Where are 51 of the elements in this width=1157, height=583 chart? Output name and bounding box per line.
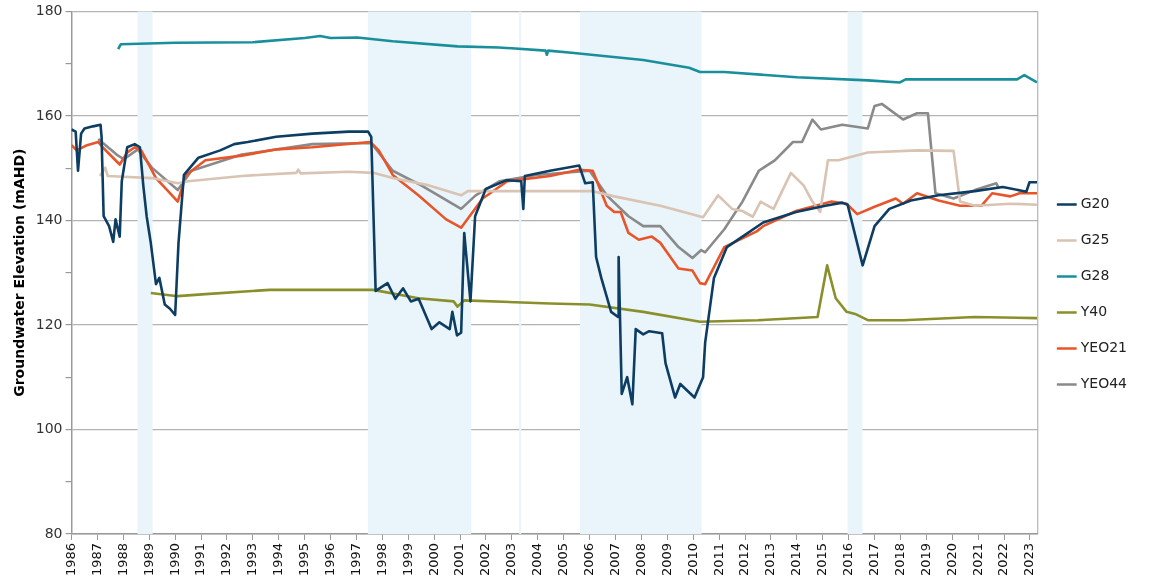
x-tick-label: 2022 — [995, 542, 1011, 577]
x-tick-label: 2012 — [736, 542, 752, 577]
x-tick-label: 2002 — [477, 542, 493, 577]
x-tick-label: 2013 — [762, 542, 778, 577]
y-tick-label: 180 — [35, 2, 63, 19]
x-tick-label: 2009 — [658, 542, 674, 577]
y-tick-label: 120 — [35, 315, 63, 332]
x-tick-label: 2015 — [814, 542, 830, 577]
x-tick-label: 1990 — [166, 542, 182, 577]
x-tick-label: 2007 — [606, 542, 622, 577]
x-tick-label: 1998 — [373, 542, 389, 577]
x-tick-label: 2011 — [710, 542, 726, 577]
legend-label: G28 — [1080, 267, 1110, 284]
x-tick-label: 2004 — [529, 542, 545, 577]
x-tick-label: 2014 — [788, 542, 804, 577]
x-tick-label: 2017 — [865, 542, 881, 577]
x-tick-label: 1989 — [140, 542, 156, 577]
y-tick-label: 140 — [35, 211, 63, 228]
x-tick-label: 2005 — [555, 542, 571, 577]
x-tick-label: 2000 — [425, 542, 441, 577]
x-tick-label: 2001 — [451, 542, 467, 577]
x-tick-label: 1997 — [347, 542, 363, 577]
x-tick-label: 2003 — [503, 542, 519, 577]
x-tick-label: 1991 — [192, 542, 208, 577]
x-tick-label: 1999 — [399, 542, 415, 577]
x-tick-label: 2019 — [917, 542, 933, 577]
x-tick-label: 1994 — [270, 542, 286, 577]
y-tick-label: 80 — [44, 524, 63, 541]
x-tick-label: 1986 — [62, 542, 78, 577]
x-tick-label: 2023 — [1021, 542, 1037, 577]
legend-label: Y40 — [1079, 303, 1108, 320]
x-tick-label: 2020 — [943, 542, 959, 577]
x-tick-label: 2008 — [632, 542, 648, 577]
y-tick-label: 100 — [35, 420, 63, 437]
y-tick-label: 160 — [35, 106, 63, 123]
legend-label: G20 — [1080, 195, 1110, 212]
x-tick-label: 2016 — [840, 542, 856, 577]
x-tick-label: 2018 — [891, 542, 907, 577]
legend-label: YEO21 — [1079, 339, 1127, 356]
x-tick-label: 2021 — [969, 542, 985, 577]
x-tick-label: 2006 — [580, 542, 596, 577]
x-tick-label: 1995 — [296, 542, 312, 577]
legend-label: YEO44 — [1079, 375, 1128, 392]
x-tick-label: 1988 — [114, 542, 130, 577]
x-tick-label: 1996 — [321, 542, 337, 577]
x-tick-label: 1987 — [88, 542, 104, 577]
x-tick-label: 2010 — [684, 542, 700, 577]
x-tick-label: 1993 — [244, 542, 260, 577]
legend-label: G25 — [1080, 231, 1110, 248]
x-tick-label: 1992 — [218, 542, 234, 577]
y-axis-title: Groundwater Elevation (mAHD) — [11, 148, 28, 397]
